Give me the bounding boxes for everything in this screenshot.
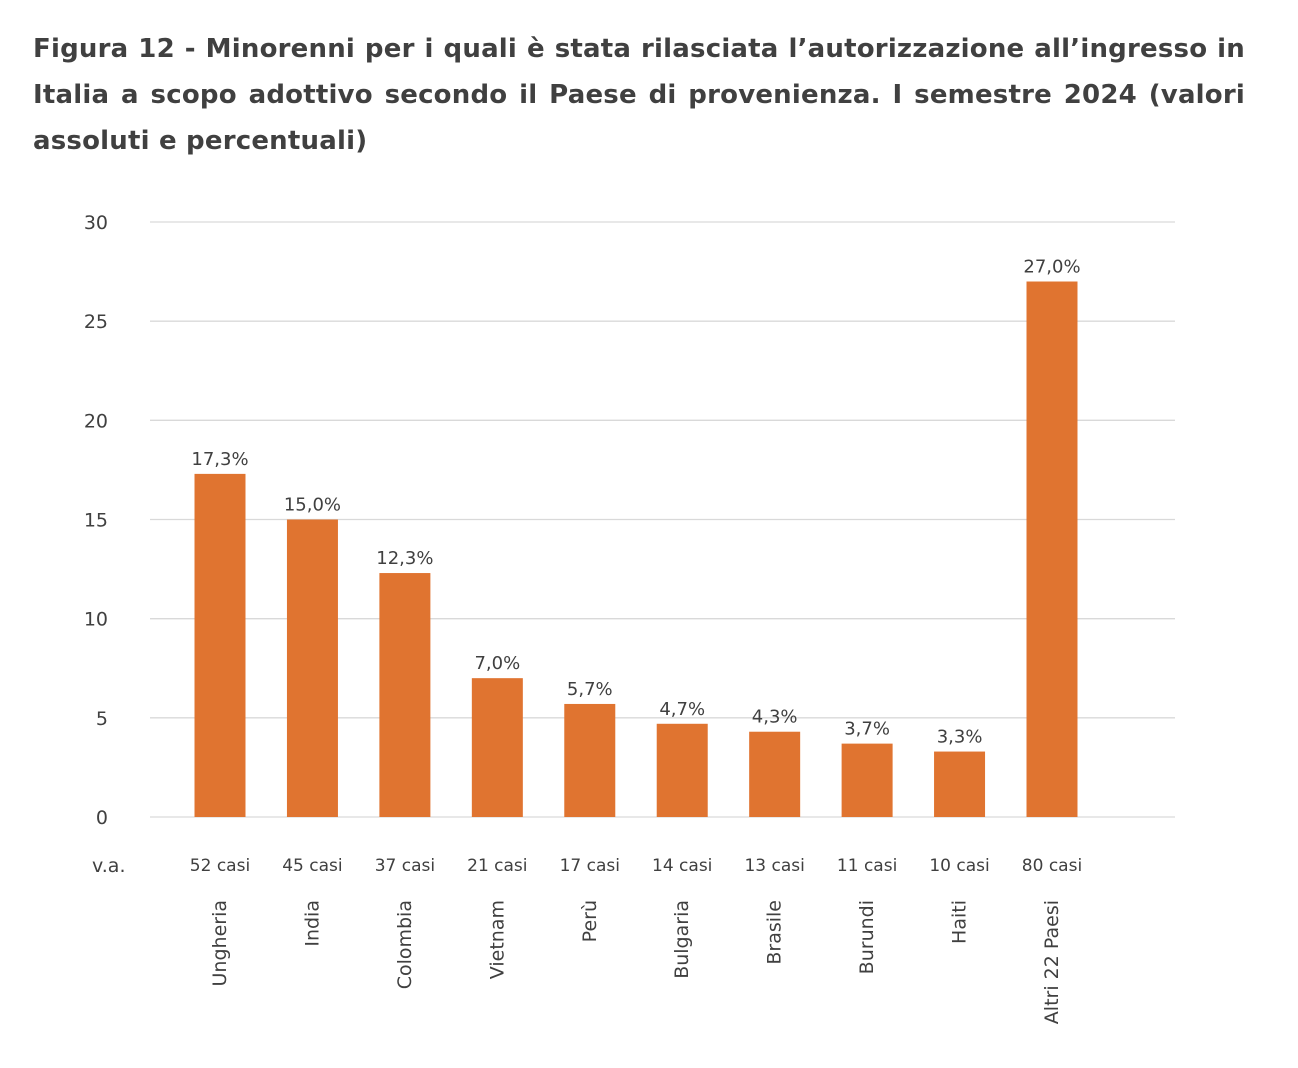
bars xyxy=(194,281,1078,817)
chart-title: Figura 12 - Minorenni per i quali è stat… xyxy=(33,34,1245,156)
case-count-label: 37 casi xyxy=(375,856,435,876)
case-labels: 52 casi 45 casi 37 casi 21 casi 17 casi 14 ca… xyxy=(190,856,1082,876)
case-count-label: 10 casi xyxy=(929,856,989,876)
bar xyxy=(379,573,431,817)
value-label: 3,3% xyxy=(937,727,983,748)
value-label: 4,3% xyxy=(752,707,798,728)
y-tick-label: 15 xyxy=(84,510,108,532)
category-label: Bulgaria xyxy=(671,900,693,979)
bar xyxy=(564,703,616,817)
y-tick-label: 10 xyxy=(84,609,108,631)
case-count-label: 14 casi xyxy=(652,856,712,876)
bar xyxy=(749,731,801,817)
y-axis-ticks: 0 5 10 15 20 25 30 xyxy=(84,212,108,829)
bar xyxy=(286,519,338,817)
category-label: India xyxy=(301,900,323,947)
value-label: 4,7% xyxy=(659,699,705,720)
y-tick-label: 5 xyxy=(96,708,108,730)
case-count-label: 17 casi xyxy=(560,856,620,876)
case-count-label: 21 casi xyxy=(467,856,527,876)
va-label: v.a. xyxy=(92,855,126,877)
category-label: Perù xyxy=(579,900,601,942)
case-count-label: 11 casi xyxy=(837,856,897,876)
case-count-label: 13 casi xyxy=(744,856,804,876)
y-tick-label: 30 xyxy=(84,212,108,234)
bar xyxy=(934,751,986,817)
y-tick-label: 25 xyxy=(84,311,108,333)
value-label: 27,0% xyxy=(1023,257,1080,278)
case-count-label: 80 casi xyxy=(1022,856,1082,876)
bar xyxy=(471,678,523,817)
value-label: 3,7% xyxy=(844,719,890,740)
value-label: 12,3% xyxy=(376,548,433,569)
bar xyxy=(656,723,708,817)
bar xyxy=(841,743,893,817)
category-label: Ungheria xyxy=(209,900,231,986)
value-label: 17,3% xyxy=(191,449,248,470)
value-label: 5,7% xyxy=(567,679,613,700)
case-count-label: 52 casi xyxy=(190,856,250,876)
category-label: Brasile xyxy=(764,900,786,965)
case-count-label: 45 casi xyxy=(282,856,342,876)
category-labels: Ungheria India Colombia Vietnam Perù Bulgaria… xyxy=(209,900,1063,1024)
category-label: Haiti xyxy=(949,900,971,944)
category-label: Altri 22 Paesi xyxy=(1041,900,1063,1024)
category-label: Burundi xyxy=(856,900,878,974)
bar xyxy=(194,473,246,817)
y-tick-label: 0 xyxy=(96,807,108,829)
bar xyxy=(1026,281,1078,817)
y-tick-label: 20 xyxy=(84,410,108,432)
value-label: 7,0% xyxy=(474,653,520,674)
value-label: 15,0% xyxy=(284,495,341,516)
category-label: Vietnam xyxy=(486,900,508,979)
category-label: Colombia xyxy=(394,900,416,989)
data-labels: 17,3% 15,0% 12,3% 7,0% 5,7% 4,7% 4,3% 3,7% 3,3% 2… xyxy=(191,257,1080,748)
